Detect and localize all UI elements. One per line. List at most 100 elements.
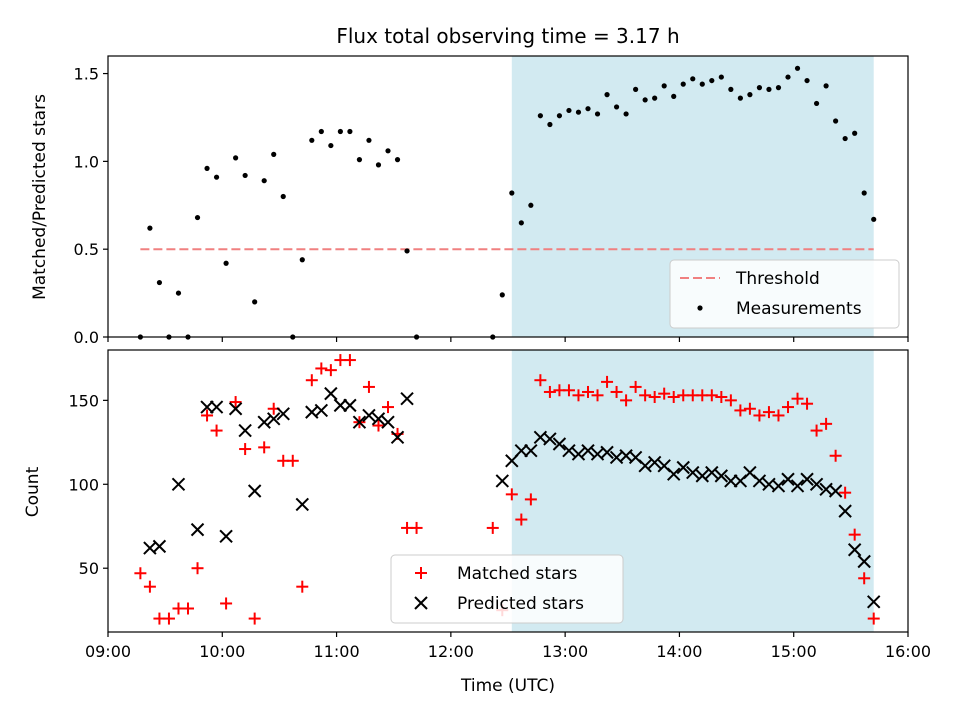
- data-point-b: [524, 444, 538, 458]
- data-point: [315, 362, 328, 375]
- top-panel-ratio: 0.0 0.5 1.0 1.5 Threshold Measurements: [74, 55, 909, 347]
- data-point-b: [781, 472, 795, 486]
- x-tick-label: 10:00: [199, 642, 245, 661]
- legend-marker: [414, 596, 428, 610]
- data-point: [790, 479, 805, 493]
- data-point: [400, 391, 414, 406]
- data-point: [394, 157, 401, 163]
- data-point: [556, 113, 563, 119]
- data-point-b: [143, 541, 157, 555]
- data-point: [781, 472, 795, 486]
- data-point: [809, 477, 824, 491]
- data-point: [238, 423, 252, 438]
- data-point: [652, 95, 658, 101]
- data-point: [871, 216, 877, 222]
- data-point: [823, 83, 829, 89]
- data-point-b: [600, 445, 614, 460]
- data-point-b: [495, 474, 509, 488]
- data-point: [299, 257, 305, 263]
- data-point-b: [790, 479, 805, 493]
- data-point: [610, 385, 623, 398]
- data-point: [362, 408, 376, 423]
- data-point: [724, 474, 738, 488]
- data-point: [242, 172, 248, 179]
- data-point: [356, 157, 363, 163]
- data-point: [194, 214, 201, 221]
- data-point: [775, 85, 782, 91]
- data-point: [671, 93, 677, 99]
- data-point: [562, 384, 575, 397]
- data-point: [175, 290, 182, 296]
- data-point-b: [295, 497, 309, 512]
- data-point: [261, 178, 267, 184]
- data-point-b: [209, 400, 224, 414]
- data-point: [162, 612, 175, 625]
- data-point: [295, 497, 309, 512]
- data-point-b: [381, 415, 395, 429]
- data-point: [385, 148, 391, 154]
- data-point: [518, 220, 524, 226]
- data-point: [575, 109, 582, 115]
- data-point: [514, 444, 529, 458]
- data-point: [667, 391, 680, 403]
- data-point: [347, 128, 353, 135]
- data-point: [296, 580, 309, 593]
- data-point: [642, 97, 648, 103]
- data-point: [756, 85, 763, 91]
- data-point-b: [667, 467, 681, 481]
- data-point-b: [305, 405, 319, 419]
- data-point: [848, 528, 861, 541]
- x-tick-label: 14:00: [656, 642, 702, 661]
- data-point: [785, 74, 791, 80]
- data-point: [639, 389, 652, 402]
- y-tick-label: 1.0: [74, 152, 99, 171]
- data-point-b: [676, 460, 690, 475]
- data-point: [309, 137, 315, 143]
- data-point: [552, 437, 567, 451]
- data-point: [585, 106, 591, 112]
- data-point: [247, 484, 262, 498]
- data-point: [861, 190, 867, 196]
- data-point-b: [190, 522, 205, 537]
- bottom-panel-counts: 50 100 150 09:00 10:00 11:00 12:00 13:00 14:00 15…: [68, 349, 931, 661]
- data-point: [676, 460, 690, 475]
- legend-marker-b: [414, 596, 428, 610]
- data-point: [801, 397, 814, 410]
- y-tick-label: 150: [68, 391, 99, 410]
- data-point: [820, 417, 833, 430]
- bottom-y-axis-label: Count: [23, 466, 43, 517]
- data-point: [276, 407, 290, 421]
- data-point: [695, 469, 709, 483]
- data-point-b: [828, 484, 843, 498]
- data-point: [233, 155, 239, 161]
- data-point-b: [724, 474, 738, 488]
- data-point-b: [219, 529, 233, 544]
- data-point: [219, 529, 233, 544]
- data-point: [633, 86, 639, 92]
- data-point: [524, 493, 537, 506]
- data-point: [752, 474, 767, 488]
- x-tick-label: 15:00: [771, 642, 817, 661]
- data-point: [766, 86, 772, 92]
- series-predicted-stars: [143, 386, 881, 609]
- x-tick-label: 11:00: [314, 642, 360, 661]
- data-point-b: [267, 412, 281, 426]
- data-point: [762, 406, 775, 419]
- data-point: [782, 401, 794, 414]
- data-point: [724, 394, 737, 407]
- data-point: [375, 162, 382, 168]
- data-point: [271, 151, 277, 157]
- data-point: [528, 202, 534, 208]
- data-point: [604, 92, 610, 98]
- data-point-b: [514, 444, 529, 458]
- data-point: [534, 374, 547, 387]
- data-point: [699, 81, 705, 87]
- data-point-b: [686, 465, 700, 480]
- data-point-b: [857, 554, 871, 569]
- data-point: [352, 415, 367, 429]
- data-point: [728, 86, 734, 92]
- legend-label: Predicted stars: [457, 594, 584, 614]
- data-point: [147, 225, 153, 231]
- x-tick-label: 09:00: [85, 642, 131, 661]
- data-point-b: [171, 477, 186, 491]
